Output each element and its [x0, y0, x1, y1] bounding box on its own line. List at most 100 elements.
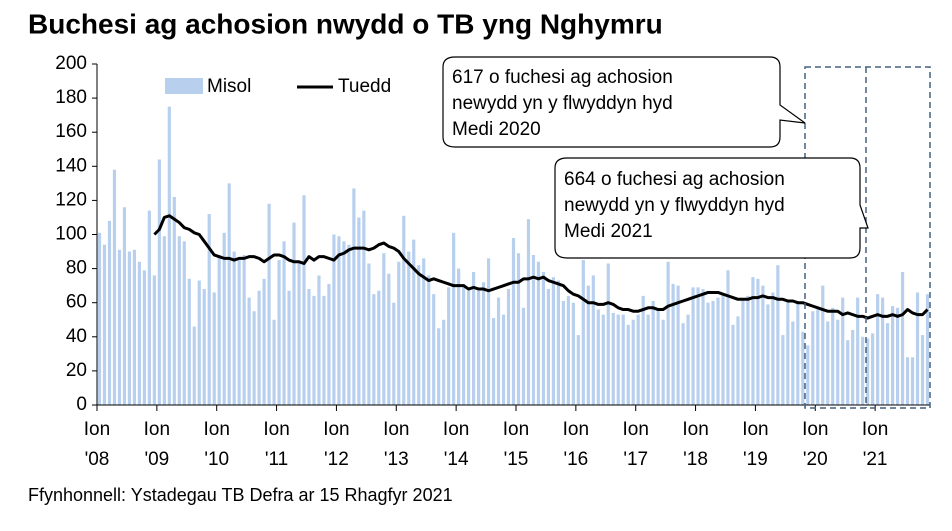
- bar: [471, 272, 476, 405]
- bar: [222, 232, 226, 405]
- bar: [856, 297, 860, 405]
- bar: [910, 357, 915, 405]
- y-tick-label: 140: [55, 155, 87, 176]
- bar: [452, 232, 456, 405]
- bar: [352, 188, 356, 405]
- x-tick-label: Ion '11: [263, 419, 289, 470]
- bar: [776, 265, 780, 405]
- x-tick-label: Ion '21: [862, 419, 888, 470]
- bar: [636, 314, 640, 405]
- bar: [202, 289, 206, 405]
- bar: [282, 241, 286, 405]
- bar: [746, 295, 750, 405]
- bar: [821, 285, 825, 405]
- bar: [97, 232, 102, 405]
- bar: [801, 331, 805, 405]
- bar: [541, 272, 546, 405]
- bar: [741, 299, 745, 405]
- bar: [551, 277, 556, 405]
- bar: [407, 251, 411, 405]
- annotation-text: Medi 2020: [452, 119, 541, 140]
- y-tick-label: 0: [76, 394, 87, 415]
- x-tick-label: Ion '16: [563, 419, 589, 470]
- bar: [786, 300, 790, 405]
- bar: [267, 203, 271, 405]
- bar: [651, 300, 655, 405]
- bar: [481, 282, 486, 405]
- bar: [606, 263, 610, 405]
- bar: [212, 292, 216, 405]
- trend-line: [153, 214, 929, 320]
- bar: [307, 289, 311, 405]
- bar: [656, 307, 660, 405]
- bar: [586, 285, 590, 405]
- bar: [476, 290, 481, 405]
- bar: [846, 340, 850, 405]
- bar: [362, 210, 366, 405]
- bar: [796, 300, 800, 405]
- bar: [566, 295, 570, 405]
- bar: [491, 318, 496, 405]
- y-tick-label: 100: [55, 224, 87, 245]
- bar: [207, 214, 211, 405]
- bar: [102, 244, 107, 405]
- bar: [422, 258, 426, 405]
- bar: [432, 294, 436, 405]
- x-tick-label: Ion '08: [84, 419, 110, 470]
- bar: [761, 285, 765, 405]
- bar: [147, 210, 151, 405]
- x-tick-label: Ion '19: [742, 419, 768, 470]
- chart-title: Buchesi ag achosion nwydd o TB yng Nghym…: [28, 8, 663, 39]
- bar: [501, 314, 506, 405]
- bar: [367, 263, 371, 405]
- x-tick-label: Ion '17: [622, 419, 648, 470]
- bar: [751, 277, 755, 405]
- bar: [771, 292, 775, 405]
- bar: [506, 289, 511, 405]
- bar: [895, 307, 900, 405]
- y-tick-label: 160: [55, 121, 87, 142]
- x-tick-label: Ion '09: [144, 419, 170, 470]
- bar: [217, 254, 221, 405]
- bar: [122, 207, 127, 405]
- bar: [701, 289, 705, 405]
- x-tick-label: Ion '10: [204, 419, 230, 470]
- bar: [915, 292, 920, 405]
- bar: [571, 302, 575, 405]
- bar: [900, 272, 905, 405]
- legend-swatch: [165, 78, 203, 94]
- x-tick-label: Ion '15: [503, 419, 529, 470]
- bar: [277, 260, 281, 405]
- callout-bubble: [554, 157, 869, 259]
- bar: [881, 297, 885, 405]
- x-tick-label: Ion '14: [443, 419, 469, 470]
- bar: [187, 278, 191, 405]
- bar: [486, 258, 491, 405]
- bar: [791, 321, 795, 405]
- bar: [696, 287, 700, 405]
- bar: [342, 241, 346, 405]
- bar: [616, 314, 620, 405]
- bar: [581, 260, 585, 405]
- bar: [626, 324, 630, 405]
- bar: [806, 345, 810, 405]
- bar: [437, 328, 441, 405]
- bar: [851, 329, 855, 405]
- bar: [467, 290, 471, 405]
- bar: [681, 323, 685, 405]
- bar: [576, 335, 580, 405]
- bar: [886, 323, 890, 405]
- bar: [297, 261, 301, 405]
- bar: [905, 357, 910, 405]
- bar: [876, 294, 880, 405]
- annotations: 617 o fuchesi ag achosion newydd yn y flw…: [452, 67, 785, 242]
- bar: [866, 338, 870, 405]
- bar: [337, 236, 341, 405]
- bar: [601, 314, 605, 405]
- annotation-text: 617 o fuchesi ag achosion: [452, 67, 673, 88]
- bar: [462, 283, 466, 405]
- bar: [382, 253, 386, 405]
- bar: [831, 307, 835, 405]
- bar: [706, 302, 710, 405]
- y-tick-label: 60: [66, 292, 87, 313]
